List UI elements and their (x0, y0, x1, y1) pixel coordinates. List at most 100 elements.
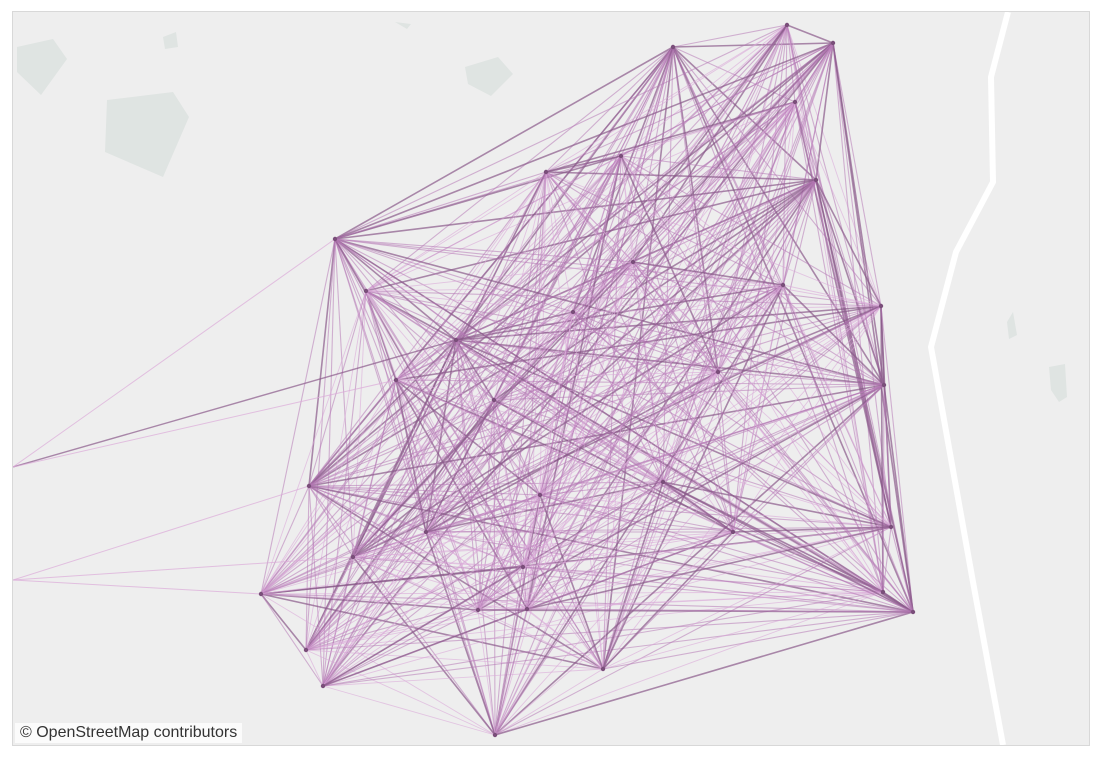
flow-edge (602, 611, 914, 670)
flow-edge (308, 379, 397, 487)
flow-edge (395, 379, 885, 386)
flow-edge (334, 42, 834, 240)
flow-edge (732, 384, 885, 533)
flow-edge (260, 593, 479, 611)
flow-edge (539, 494, 734, 533)
flow-edge (883, 384, 892, 528)
flow-edge (322, 305, 882, 687)
flow-edge (632, 261, 719, 373)
flow-edge (832, 42, 882, 307)
flow-edge (539, 494, 892, 528)
flow-edge (602, 371, 719, 670)
flow-edge (260, 238, 336, 595)
map-canvas[interactable]: © OpenStreetMap contributors (12, 11, 1090, 746)
flow-edge (308, 485, 479, 611)
flow-edge (632, 261, 664, 483)
building-footprint (105, 92, 189, 177)
flow-edge (572, 311, 885, 386)
network-node (792, 99, 798, 105)
flow-edge (493, 399, 892, 528)
flow-edge (395, 339, 457, 381)
network-node (537, 492, 543, 498)
network-node (475, 607, 481, 613)
map-attribution[interactable]: © OpenStreetMap contributors (15, 723, 243, 743)
flow-edge (395, 155, 622, 381)
flow-edge (305, 371, 719, 651)
flow-edge (539, 305, 882, 496)
flow-edge (305, 384, 885, 651)
flow-edge (572, 24, 788, 313)
flow-edge (572, 261, 634, 313)
network-node (813, 177, 819, 183)
network-node (303, 647, 309, 653)
flow-edge (477, 609, 604, 670)
flow-edge (539, 494, 884, 593)
flow-edge (322, 668, 604, 687)
flow-edge (395, 284, 784, 381)
flow-edge-external (13, 579, 262, 595)
flow-edge (522, 531, 734, 568)
flow-edge (365, 46, 674, 292)
flow-edge (260, 494, 541, 595)
flow-edge (365, 290, 541, 496)
network-node (393, 377, 399, 383)
flow-edge (494, 261, 634, 736)
flow-edge (352, 526, 892, 558)
flow-edge (308, 485, 496, 736)
flow-edge (717, 305, 882, 373)
flow-edge (334, 155, 622, 240)
flow-edge (334, 171, 547, 240)
flow-edge (308, 238, 336, 487)
flow-edge (632, 101, 796, 263)
network-node (423, 529, 429, 535)
flow-edge (572, 311, 664, 483)
flow-edge (526, 494, 541, 610)
flow-edge (572, 311, 892, 528)
flow-edge (425, 261, 634, 533)
flow-edge (782, 179, 817, 286)
flow-edge (395, 379, 528, 610)
flow-edge (308, 179, 817, 487)
flow-edge (308, 155, 622, 487)
flow-edge (395, 379, 892, 528)
flow-edge (308, 485, 541, 496)
flow-edge (308, 371, 719, 487)
flow-edge (455, 339, 719, 373)
flow-edge (308, 485, 324, 687)
flow-edge (890, 526, 914, 613)
flow-edge (602, 531, 734, 670)
flow-edge (672, 42, 834, 48)
flow-edge (494, 305, 882, 736)
flow-edge (632, 261, 914, 613)
flow-edge (352, 305, 882, 558)
flow-edge (620, 155, 734, 533)
flow-edge (477, 311, 574, 611)
flow-edge (334, 238, 427, 533)
flow-edge (662, 481, 892, 528)
flow-edge (620, 155, 817, 181)
flow-edge (334, 238, 885, 386)
building-footprint (465, 57, 513, 96)
flow-edge (395, 379, 884, 593)
flow-edge (305, 591, 884, 651)
flow-edge (632, 261, 882, 307)
flow-edge (662, 384, 885, 483)
flow-edge (305, 609, 479, 651)
network-node (830, 40, 836, 46)
flow-edge (522, 284, 784, 568)
flow-edge (334, 24, 788, 240)
map-layer[interactable] (13, 12, 1089, 745)
flow-edge (477, 284, 784, 611)
flow-edge (545, 171, 817, 181)
flow-edge (334, 238, 479, 611)
flow-edge (322, 155, 622, 687)
flow-edge (526, 608, 604, 670)
flow-edge (494, 481, 664, 736)
flow-edge (717, 371, 892, 528)
flow-edge (522, 566, 528, 610)
flow-edge (308, 384, 885, 487)
building-footprint (163, 32, 178, 49)
flow-edge (522, 566, 604, 670)
flow-edge (352, 261, 634, 558)
flow-edge (322, 339, 457, 687)
